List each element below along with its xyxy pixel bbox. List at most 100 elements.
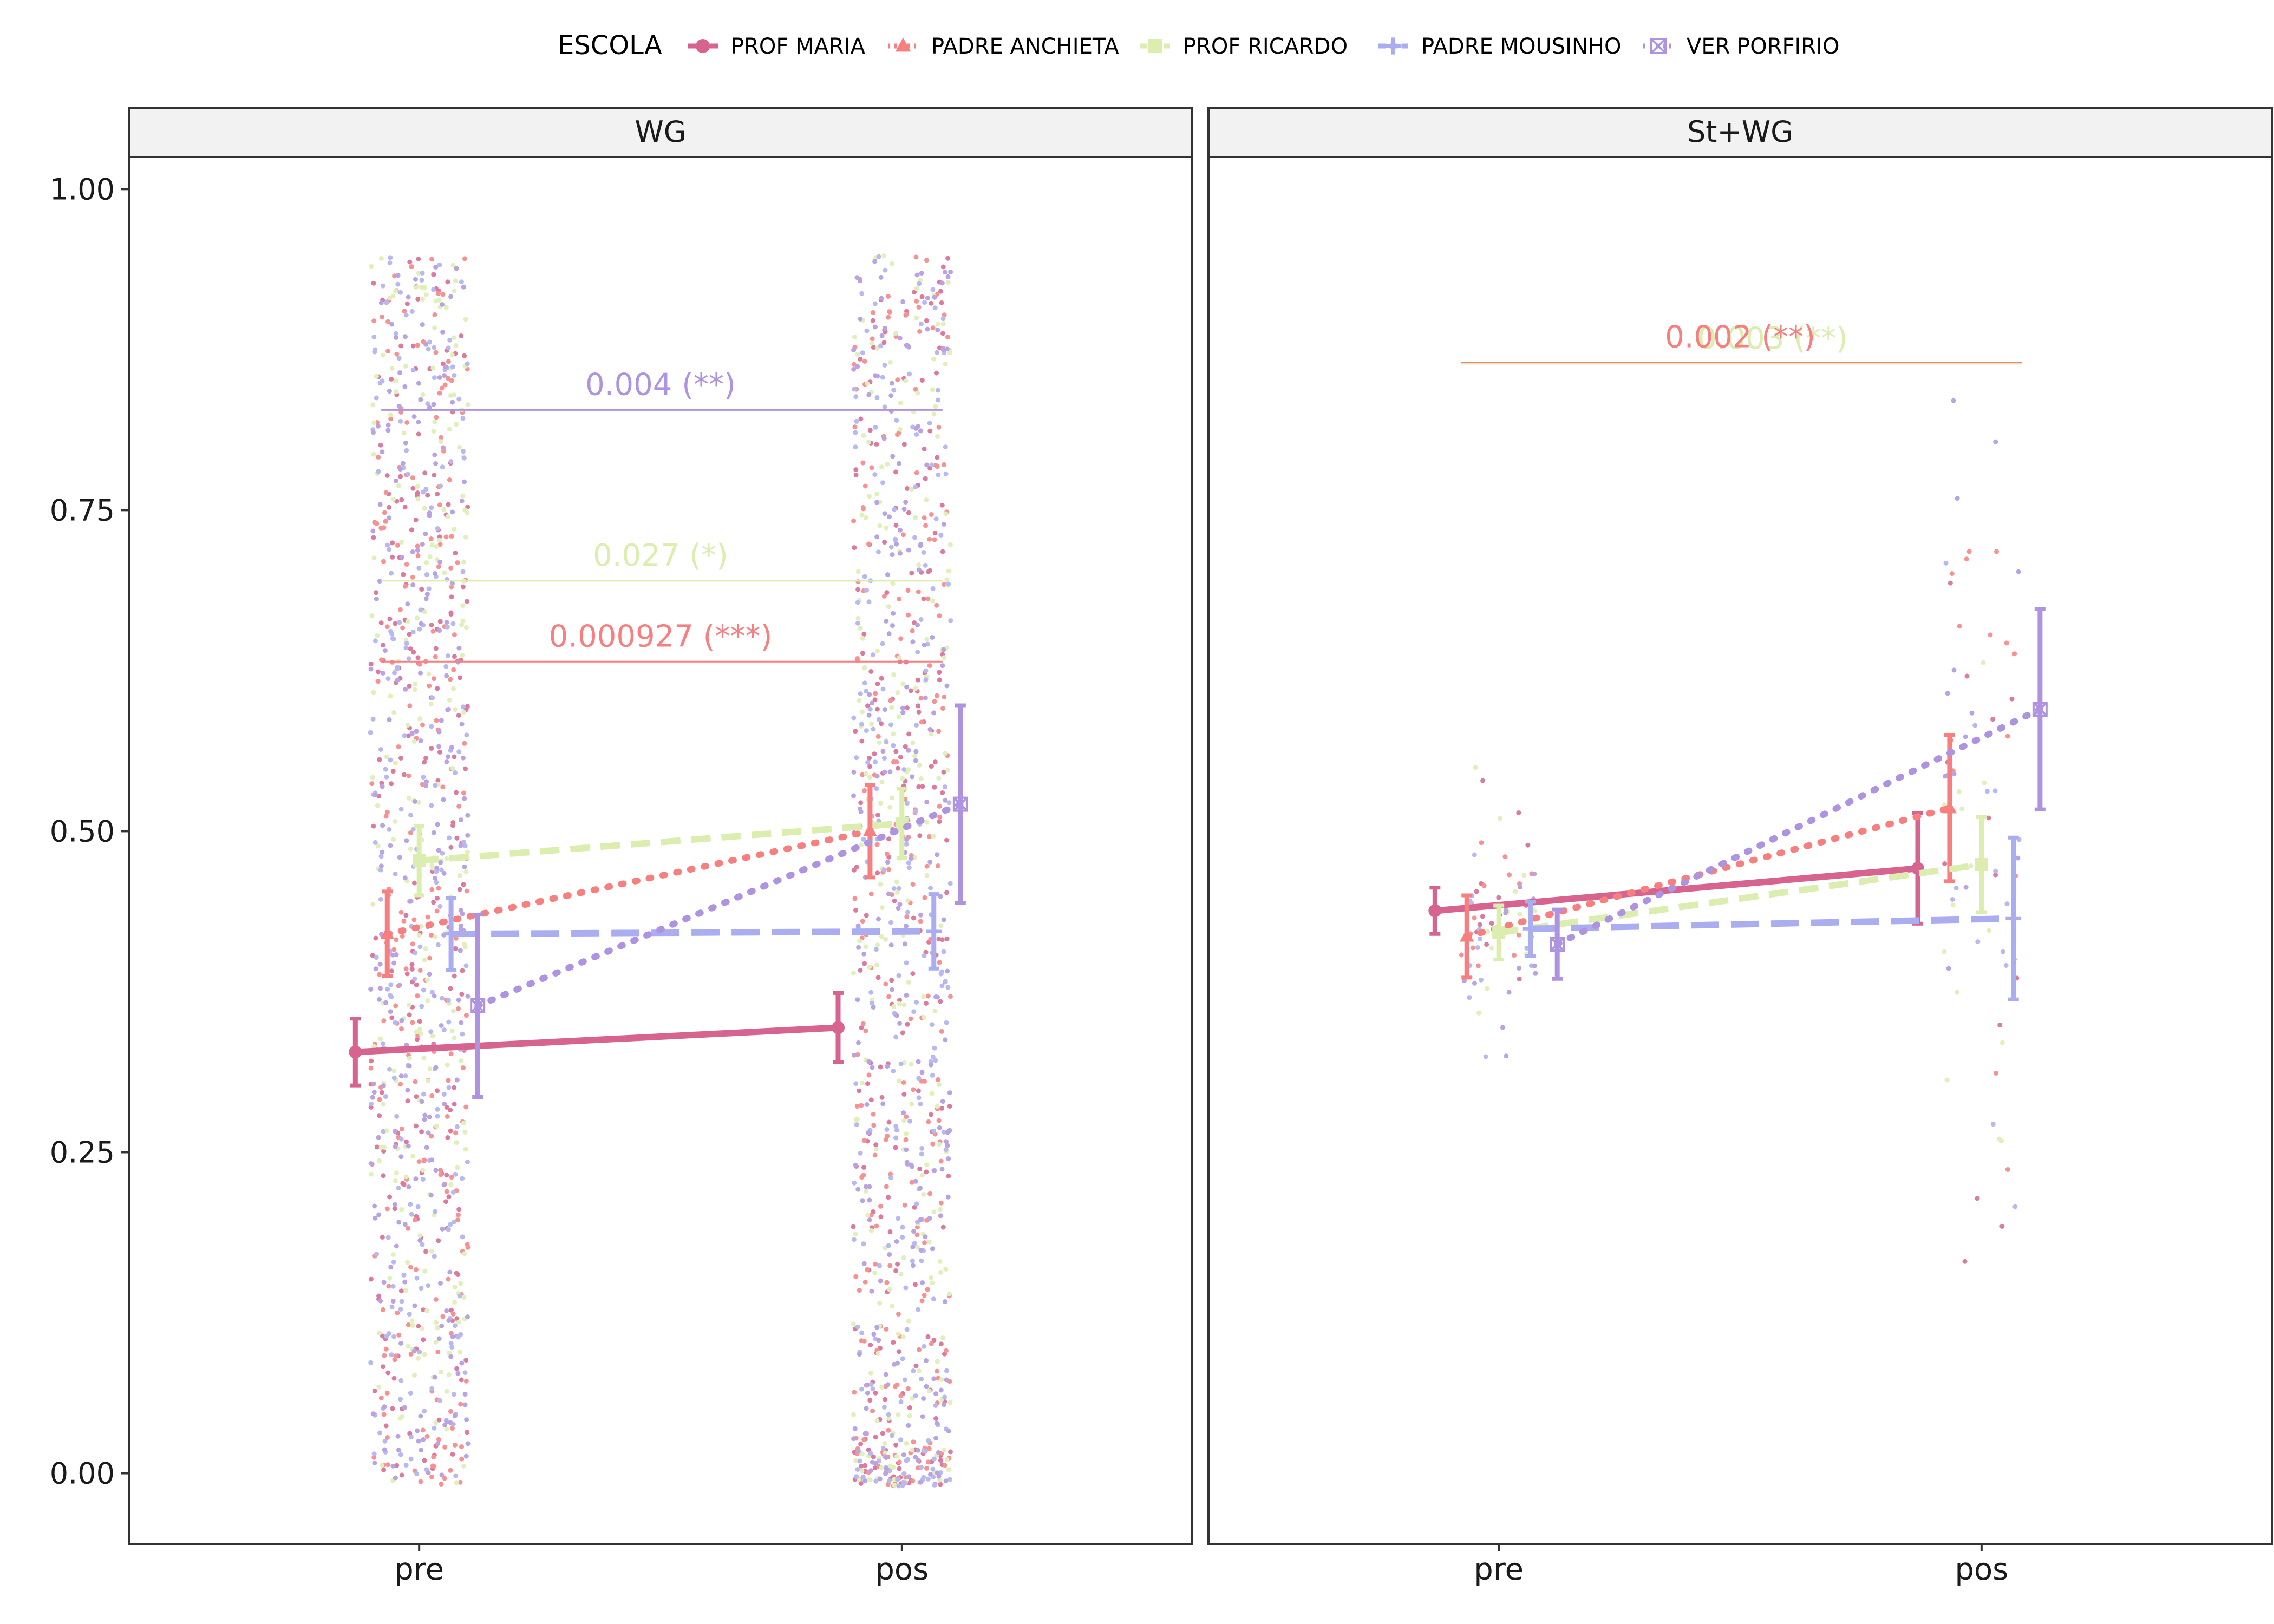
raw-point: [894, 890, 900, 895]
raw-point: [914, 1245, 920, 1250]
raw-point: [869, 465, 874, 470]
raw-point: [389, 571, 394, 576]
raw-point: [435, 686, 440, 691]
raw-point: [460, 618, 466, 624]
raw-point: [445, 1135, 450, 1140]
raw-point: [865, 759, 871, 765]
raw-point: [408, 646, 413, 652]
raw-point: [445, 279, 450, 285]
raw-point: [874, 706, 880, 712]
raw-point: [886, 315, 891, 320]
raw-point: [897, 1466, 902, 1471]
raw-point: [1533, 971, 1538, 976]
raw-point: [857, 1288, 862, 1293]
raw-point: [893, 523, 899, 528]
raw-point: [437, 502, 442, 508]
raw-point: [446, 1372, 452, 1377]
raw-point: [414, 729, 419, 734]
raw-point: [1951, 771, 1957, 776]
raw-point: [1982, 780, 1987, 785]
raw-point: [900, 1479, 906, 1485]
raw-point: [858, 278, 862, 284]
raw-point: [906, 344, 912, 350]
raw-point: [901, 1092, 907, 1097]
raw-point: [426, 1130, 431, 1136]
raw-point: [853, 1274, 859, 1279]
raw-point: [438, 1168, 443, 1173]
raw-point: [939, 280, 945, 286]
raw-point: [874, 1223, 879, 1229]
raw-point: [906, 1318, 911, 1324]
raw-point: [879, 1095, 885, 1100]
raw-point: [911, 1368, 916, 1373]
raw-point: [444, 1308, 449, 1313]
raw-point: [912, 290, 917, 295]
raw-point: [873, 1478, 879, 1484]
raw-point: [900, 1334, 906, 1339]
raw-point: [906, 980, 911, 985]
raw-point: [465, 599, 469, 604]
raw-point: [414, 1275, 420, 1281]
raw-point: [898, 551, 903, 556]
raw-point: [922, 1344, 927, 1349]
raw-point: [454, 1140, 459, 1145]
raw-point: [417, 626, 422, 632]
raw-point: [403, 440, 408, 446]
raw-point: [904, 1147, 909, 1152]
raw-point: [459, 1020, 464, 1025]
raw-point: [416, 271, 421, 276]
raw-point: [917, 1166, 923, 1171]
raw-point: [372, 1203, 377, 1209]
significance-annotation: 0.000927 (***): [381, 619, 943, 663]
raw-point: [861, 1261, 867, 1266]
raw-point: [875, 549, 881, 555]
raw-point: [851, 1412, 856, 1417]
raw-point: [1500, 1025, 1505, 1030]
raw-point: [879, 780, 885, 785]
raw-point: [890, 454, 896, 459]
mean-point: [1550, 937, 1565, 952]
raw-point: [435, 942, 441, 947]
raw-point: [941, 647, 946, 652]
raw-point: [885, 1382, 891, 1387]
raw-point: [374, 395, 379, 401]
raw-point: [943, 362, 948, 367]
raw-point: [411, 739, 417, 744]
raw-point: [935, 464, 940, 469]
raw-point: [948, 542, 953, 547]
raw-point: [857, 1458, 862, 1464]
raw-point: [406, 773, 411, 778]
raw-point: [462, 864, 467, 869]
raw-point: [938, 971, 944, 977]
raw-point: [884, 525, 889, 531]
raw-point: [860, 651, 865, 656]
raw-point: [407, 1063, 412, 1069]
raw-point: [439, 435, 444, 440]
raw-point: [2004, 901, 2010, 907]
raw-point: [445, 514, 450, 519]
raw-point: [426, 1283, 431, 1288]
raw-point: [913, 1363, 919, 1368]
raw-point: [867, 1184, 872, 1189]
mean-point: [349, 1045, 362, 1059]
raw-point: [867, 764, 873, 769]
raw-point: [859, 1080, 865, 1085]
raw-point: [889, 381, 894, 386]
raw-point: [402, 384, 408, 389]
series-line: [1434, 865, 1918, 914]
raw-point: [441, 1182, 447, 1188]
raw-point: [942, 1402, 947, 1407]
raw-point: [390, 1284, 396, 1289]
raw-point: [369, 1058, 374, 1064]
raw-point: [387, 827, 392, 832]
y-axis: 0.000.250.500.751.00: [50, 172, 129, 1491]
raw-point: [943, 1037, 948, 1043]
raw-point: [422, 957, 427, 962]
raw-point: [858, 1481, 864, 1486]
raw-point: [381, 559, 386, 564]
raw-point: [406, 294, 411, 300]
raw-point: [872, 301, 878, 306]
raw-point: [393, 621, 398, 626]
raw-point: [873, 1390, 878, 1396]
raw-point: [938, 1387, 944, 1393]
